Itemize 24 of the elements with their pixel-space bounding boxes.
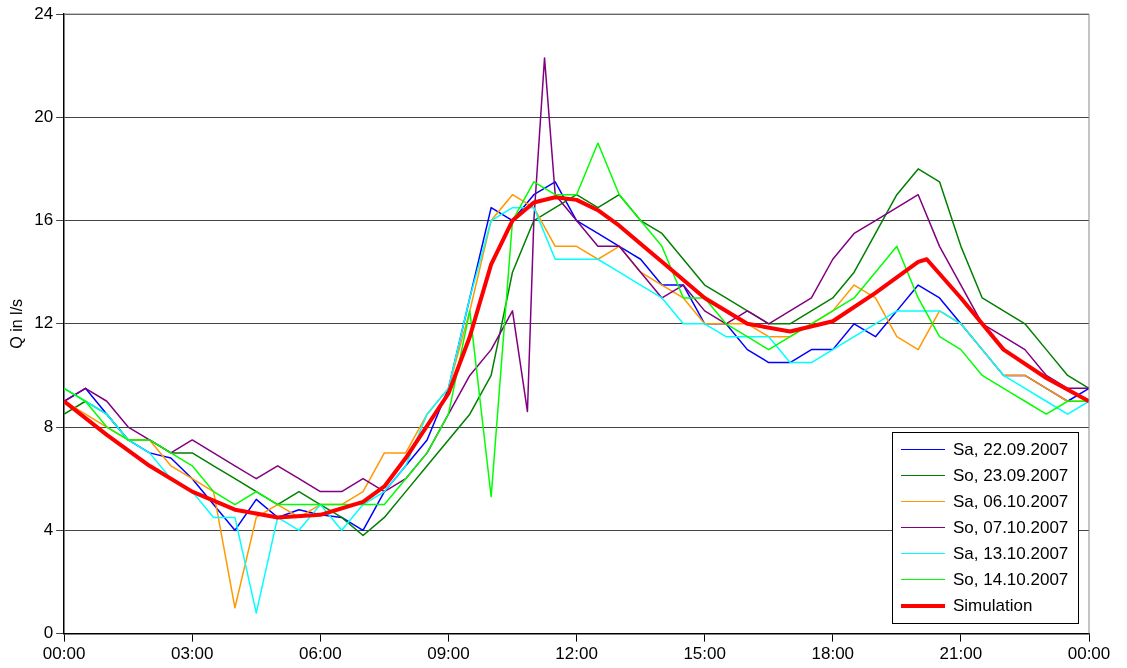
y-tick-label: 20 bbox=[34, 106, 54, 126]
legend-label: So, 07.10.2007 bbox=[953, 517, 1069, 538]
y-tick-label: 16 bbox=[34, 210, 54, 230]
y-tick-label: 12 bbox=[34, 313, 54, 333]
y-tick-label: 8 bbox=[43, 416, 54, 436]
y-tick-label: 24 bbox=[34, 3, 54, 23]
x-tick-label: 09:00 bbox=[427, 644, 470, 664]
x-tick-label: 21:00 bbox=[939, 644, 983, 664]
x-tick-label: 03:00 bbox=[170, 644, 214, 664]
x-tick-label: 12:00 bbox=[555, 644, 598, 664]
x-tick-label: 15:00 bbox=[683, 644, 726, 664]
x-tick-label: 00:00 bbox=[1067, 644, 1111, 664]
legend-label: So, 14.10.2007 bbox=[953, 569, 1069, 590]
legend-label: So, 23.09.2007 bbox=[953, 465, 1069, 486]
x-tick-label: 00:00 bbox=[42, 644, 86, 664]
legend-label: Sa, 06.10.2007 bbox=[953, 491, 1069, 512]
legend-label: Simulation bbox=[953, 595, 1033, 616]
y-tick-label: 0 bbox=[43, 623, 54, 643]
y-tick-label: 4 bbox=[43, 520, 54, 540]
x-tick-label: 06:00 bbox=[299, 644, 342, 664]
legend-label: Sa, 13.10.2007 bbox=[953, 543, 1069, 564]
y-axis-title: Q in l/s bbox=[8, 298, 26, 349]
x-tick-label: 18:00 bbox=[811, 644, 855, 664]
legend-label: Sa, 22.09.2007 bbox=[953, 439, 1069, 460]
